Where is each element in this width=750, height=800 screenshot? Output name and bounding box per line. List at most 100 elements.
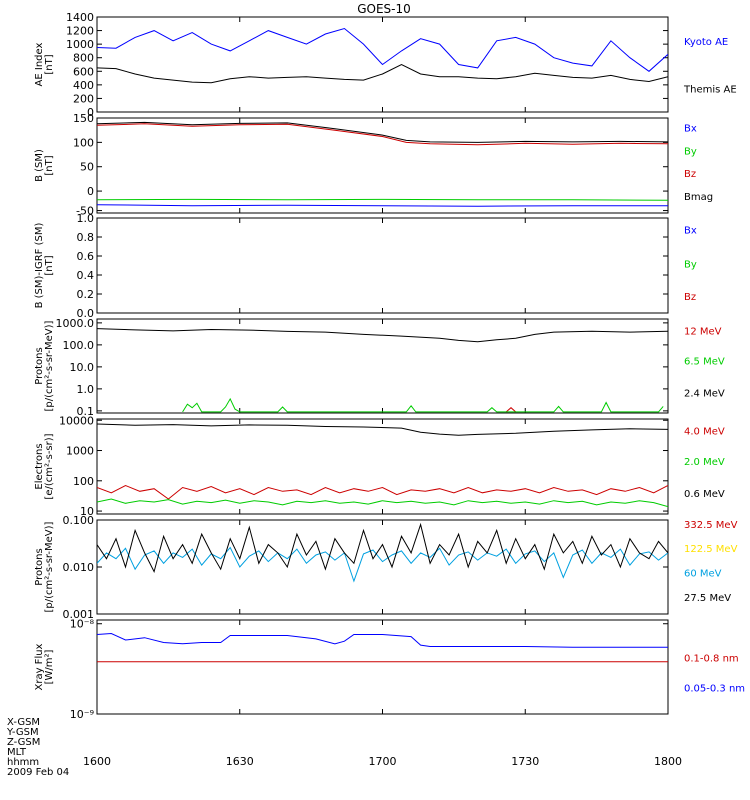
y-tick-label: 0 xyxy=(87,106,94,119)
y-axis-title: Xray Flux xyxy=(34,643,45,690)
legend-label: Bz xyxy=(684,169,696,180)
legend-label: Bx xyxy=(684,225,697,236)
y-tick-label: 1.0 xyxy=(77,212,95,225)
legend-label: Kyoto AE xyxy=(684,37,728,48)
x-tick-label: 1800 xyxy=(654,755,682,768)
panel-data xyxy=(97,522,668,583)
y-axis-title: [e/(cm²-s-sr)] xyxy=(44,433,55,499)
legend-label: Bx xyxy=(684,124,697,135)
y-tick-label: 100.0 xyxy=(63,339,95,352)
panel-data xyxy=(97,328,668,413)
series-line-6-5-MeV xyxy=(182,397,664,413)
y-tick-label: 10000 xyxy=(59,414,94,427)
y-tick-label: -50 xyxy=(76,205,94,218)
time-axis: 1600 1630 1700 1730 1800 xyxy=(83,755,682,768)
panel-frame xyxy=(96,217,669,314)
y-tick-label: 400 xyxy=(73,79,94,92)
legend-label: 60 MeV xyxy=(684,569,722,580)
y-tick-label: 1400 xyxy=(66,11,94,24)
y-axis-title: B (SM)-IGRF (SM) xyxy=(34,223,45,309)
series-line-12-MeV xyxy=(505,407,517,413)
series-line-27-5-MeV xyxy=(97,522,668,573)
legend-label: Bmag xyxy=(684,192,713,203)
series-line-Bmag xyxy=(97,121,668,143)
y-tick-label: 0.0 xyxy=(77,307,95,320)
y-tick-label: 1200 xyxy=(66,25,94,38)
x-tick-label: 1700 xyxy=(369,755,397,768)
y-axis-title: [p/(cm²-s-sr-MeV)] xyxy=(44,320,55,411)
legend-label: By xyxy=(684,260,697,271)
panel-4: 0.1 1.0 10.0 100.0 1000.0 Protons [p/(cm²-s-sr… xyxy=(34,317,725,418)
y-tick-label: 0.010 xyxy=(63,561,95,574)
legend-label: 0.1-0.8 nm xyxy=(684,654,739,665)
legend-label: Themis AE xyxy=(683,84,737,95)
panel-2: -50 0 50 100 150 B (SM) [nT] Bx By Bz Bmag xyxy=(34,112,713,218)
y-tick-label: 200 xyxy=(73,92,94,105)
legend-label: Bz xyxy=(684,292,696,303)
legend-label: 2.0 MeV xyxy=(684,457,725,468)
y-axis-title: AE Index xyxy=(34,42,45,86)
series-line-2-4-MeV xyxy=(97,328,668,343)
y-tick-label: 0.8 xyxy=(77,231,95,244)
panel-data xyxy=(97,423,668,508)
y-axis-title: Protons xyxy=(34,548,45,585)
legend-label: 27.5 MeV xyxy=(684,593,731,604)
y-tick-label: 0.2 xyxy=(77,288,95,301)
legend-label: 6.5 MeV xyxy=(684,356,725,367)
footer-x-gsm: X-GSM xyxy=(7,717,41,728)
legend-label: 4.0 MeV xyxy=(684,426,725,437)
y-tick-label: 1000.0 xyxy=(56,317,95,330)
legend-label: 0.05-0.3 nm xyxy=(684,684,745,695)
y-tick-label: 0.6 xyxy=(77,250,95,263)
y-tick-label: 0.4 xyxy=(77,269,95,282)
y-tick-label: 10⁻⁸ xyxy=(70,618,95,631)
series-line-Themis-AE xyxy=(97,63,668,84)
panel-5: 10 100 1000 10000 Electrons [e/(cm²-s-sr)] 4.0… xyxy=(34,414,725,518)
series-line-Kyoto-AE xyxy=(97,27,668,72)
x-tick-label: 1600 xyxy=(83,755,111,768)
panel-frame xyxy=(96,418,669,515)
y-tick-label: 800 xyxy=(73,52,94,65)
y-axis-title: B (SM) xyxy=(34,149,45,182)
y-tick-label: 10.0 xyxy=(70,361,95,374)
legend-label: 12 MeV xyxy=(684,326,722,337)
panel-7: 10⁻⁸ 10⁻⁹ Xray Flux [W/m²] 0.1-0.8 nm 0.05-0.… xyxy=(34,618,745,721)
x-tick-label: 1730 xyxy=(511,755,539,768)
series-line-60-MeV xyxy=(97,546,668,583)
panel-data xyxy=(97,27,668,84)
y-tick-label: 100 xyxy=(73,475,94,488)
y-tick-label: 0.001 xyxy=(63,608,95,621)
legend-label: 2.4 MeV xyxy=(684,388,725,399)
y-axis-title: [nT] xyxy=(44,155,55,175)
x-tick-label: 1630 xyxy=(226,755,254,768)
y-tick-label: 0 xyxy=(87,185,94,198)
y-tick-label: 50 xyxy=(80,161,94,174)
footer-z-gsm: Z-GSM xyxy=(7,737,41,748)
footer-hhmm: hhmm xyxy=(7,757,40,768)
series-line-Bx xyxy=(97,204,668,207)
y-tick-label: 150 xyxy=(73,112,94,125)
panel-frame xyxy=(96,117,669,214)
panel-6: 0.001 0.010 0.100 Protons [p/(cm²-s-sr-MeV)]… xyxy=(34,514,738,621)
legend-label: 122.5 MeV xyxy=(684,544,738,555)
panel-3: 0.0 0.2 0.4 0.6 0.8 1.0 B (SM)-IGRF (SM) [nT] Bx… xyxy=(34,212,697,320)
y-axis-title: [p/(cm²-s-sr-MeV)] xyxy=(44,521,55,612)
footer-y-gsm: Y-GSM xyxy=(7,727,39,738)
series-line-4-0-MeV xyxy=(97,484,668,500)
panel-data xyxy=(97,121,668,207)
legend-label: 0.6 MeV xyxy=(684,489,725,500)
series-line-0-05-0-3-nm xyxy=(97,632,668,648)
y-tick-label: 10 xyxy=(80,505,94,518)
y-tick-label: 1000 xyxy=(66,445,94,458)
legend-label: By xyxy=(684,146,697,157)
panel-frame xyxy=(96,318,669,414)
y-tick-label: 600 xyxy=(73,65,94,78)
legend-label: 332.5 MeV xyxy=(684,520,738,531)
plot-title: GOES-10 xyxy=(357,2,411,16)
series-line-0-6-MeV xyxy=(97,423,668,436)
y-tick-label: 1000 xyxy=(66,38,94,51)
y-tick-label: 100 xyxy=(73,136,94,149)
